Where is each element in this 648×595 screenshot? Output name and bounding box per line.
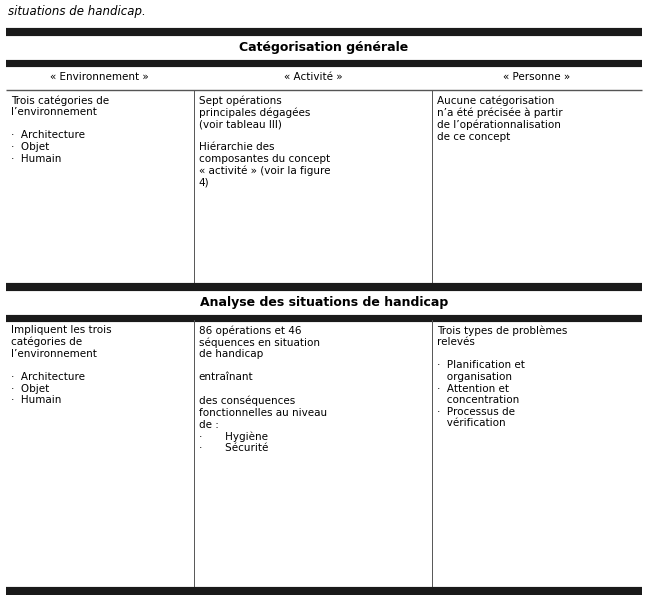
Text: « Activité »: « Activité » bbox=[284, 73, 342, 83]
Text: Aucune catégorisation
n’a été précisée à partir
de l’opérationnalisation
de ce c: Aucune catégorisation n’a été précisée à… bbox=[437, 95, 562, 142]
Text: 86 opérations et 46
séquences en situation
de handicap

entraînant

des conséque: 86 opérations et 46 séquences en situati… bbox=[199, 325, 327, 453]
Text: Trois catégories de
l’environnement

·  Architecture
·  Objet
·  Humain: Trois catégories de l’environnement · Ar… bbox=[11, 95, 109, 164]
Text: Sept opérations
principales dégagées
(voir tableau III)

Hiérarchie des
composan: Sept opérations principales dégagées (vo… bbox=[199, 95, 330, 188]
Text: Impliquent les trois
catégories de
l’environnement

·  Architecture
·  Objet
·  : Impliquent les trois catégories de l’env… bbox=[11, 325, 111, 405]
Text: « Personne »: « Personne » bbox=[503, 73, 571, 83]
Text: situations de handicap.: situations de handicap. bbox=[8, 5, 146, 18]
Text: Trois types de problèmes
relevés

·  Planification et
   organisation
·  Attenti: Trois types de problèmes relevés · Plani… bbox=[437, 325, 568, 428]
Text: « Environnement »: « Environnement » bbox=[51, 73, 149, 83]
Text: Catégorisation générale: Catégorisation générale bbox=[239, 41, 409, 54]
Text: Analyse des situations de handicap: Analyse des situations de handicap bbox=[200, 296, 448, 309]
